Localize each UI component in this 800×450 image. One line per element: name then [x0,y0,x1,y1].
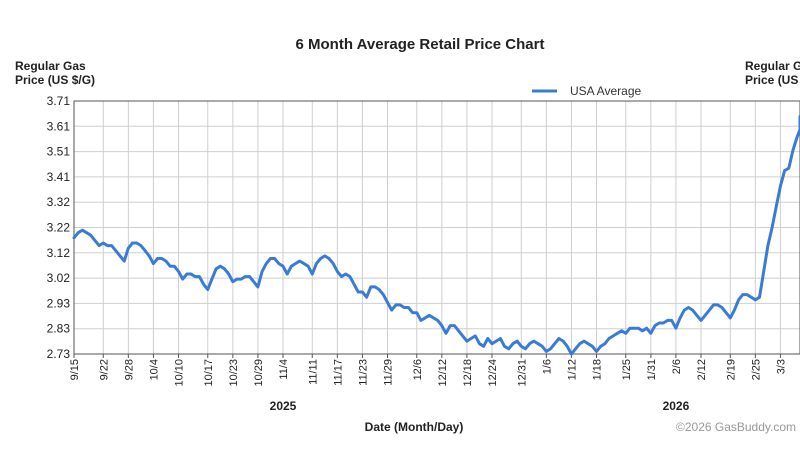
y-tick-label: 3.32 [47,195,71,209]
y-axis-ticks: 2.73 2.83 2.93 3.02 3.12 3.22 3.32 3.41 3.51 3.61… [47,94,71,361]
legend: USA Average [532,84,641,98]
y-axis-label-left-line1: Regular Gas [15,59,86,73]
year-labels: 2025 2026 [270,399,690,413]
x-tick-label: 3/3 [775,359,787,374]
x-tick-label: 10/23 [228,359,240,387]
x-tick-label: 1/31 [646,359,658,380]
y-axis-label-right-line1: Regular Gas [745,59,800,73]
x-tick-label: 12/31 [516,359,528,387]
y-axis-label-left-line2: Price (US $/G) [15,73,95,87]
chart-title: 6 Month Average Retail Price Chart [296,36,545,53]
year-label: 2025 [270,399,297,413]
x-tick-label: 12/12 [437,359,449,387]
x-tick-label: 9/15 [69,359,81,380]
year-label: 2026 [663,399,690,413]
x-tick-label: 12/24 [487,359,499,387]
x-tick-label: 11/4 [278,359,290,380]
x-tick-label: 10/4 [148,359,160,380]
x-tick-label: 1/12 [566,359,578,380]
x-tick-label: 12/18 [462,359,474,387]
y-tick-label: 2.73 [47,347,71,361]
y-axis-label-right-line2: Price (US $/G) [745,73,800,87]
legend-label-usa-average: USA Average [570,84,641,98]
x-tick-label: 12/6 [412,359,424,380]
plot-frame [73,100,800,355]
x-tick-label: 1/25 [621,359,633,380]
x-axis-label: Date (Month/Day) [365,420,464,434]
x-tick-label: 10/29 [253,359,265,387]
x-tick-label: 10/10 [174,359,186,387]
y-tick-label: 2.93 [47,296,71,310]
grid-lines [73,101,800,354]
y-tick-label: 3.41 [47,170,71,184]
x-tick-label: 11/29 [383,359,395,386]
x-tick-label: 11/11 [307,359,319,385]
x-tick-label: 11/23 [357,359,369,386]
y-tick-label: 3.71 [47,94,71,108]
x-tick-label: 9/22 [98,359,110,380]
x-tick-label: 1/6 [541,359,553,374]
x-tick-label: 2/25 [750,359,762,380]
x-axis-ticks: 9/15 9/22 9/28 10/4 10/10 10/17 10/23 10/29 11/4… [69,354,787,387]
x-tick-label: 2/6 [671,359,683,374]
x-tick-label: 2/19 [725,359,737,380]
y-tick-label: 3.51 [47,145,71,159]
y-tick-label: 3.22 [47,221,71,235]
y-tick-label: 3.12 [47,246,71,260]
y-tick-label: 3.61 [47,119,71,133]
series-line-usa-average [72,115,800,356]
y-tick-label: 3.02 [47,271,71,285]
x-tick-label: 2/12 [696,359,708,380]
x-tick-label: 10/17 [203,359,215,387]
x-tick-label: 11/17 [332,359,344,386]
y-tick-label: 2.83 [47,322,71,336]
x-tick-label: 1/18 [592,359,604,380]
x-tick-label: 9/28 [123,359,135,380]
copyright-text: ©2026 GasBuddy.com [676,420,796,434]
